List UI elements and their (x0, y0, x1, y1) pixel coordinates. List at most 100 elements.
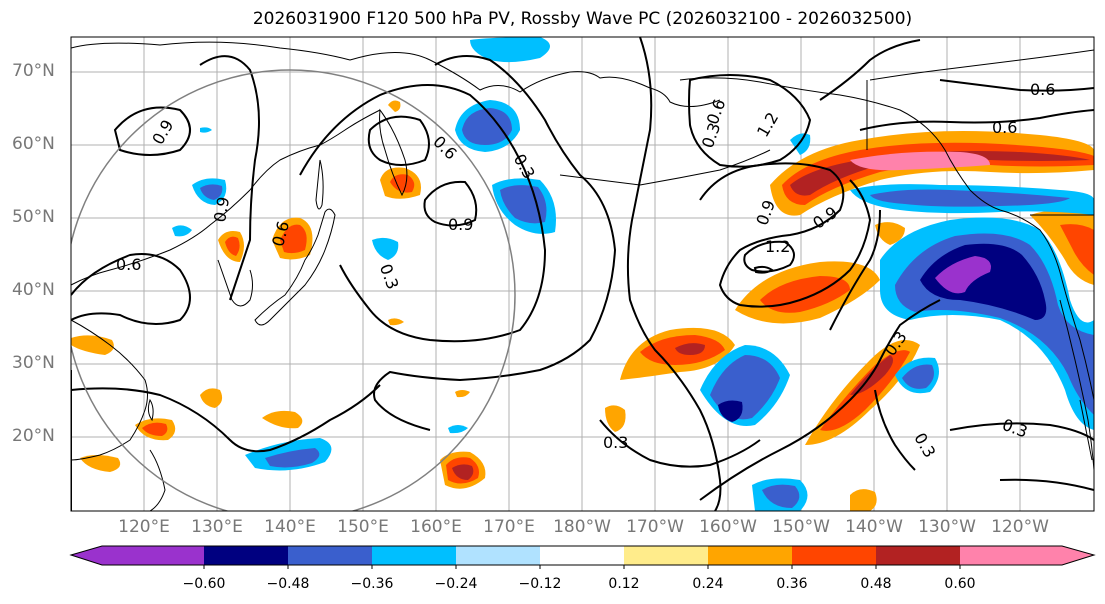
colorbar-swatch (540, 546, 624, 565)
contour-east-5 (874, 389, 916, 471)
shading-okhotsk-royal (200, 184, 223, 200)
longitude-label: 140°E (264, 517, 316, 537)
shading-south-orange-1 (262, 410, 303, 429)
colorbar-tick-label: −0.24 (434, 576, 478, 592)
colorbar-tick-label: −0.48 (266, 576, 310, 592)
shading-south-sky-2 (448, 425, 468, 434)
contour-east-9 (599, 419, 761, 468)
colorbar-tick-label: −0.36 (350, 576, 394, 592)
shading-ne-pacific-purple (935, 256, 991, 294)
map-panel (71, 37, 1094, 511)
latitude-label: 40°N (12, 280, 55, 300)
contour-east-3 (939, 79, 1094, 92)
colorbar-tick-label: 0.60 (944, 576, 976, 592)
latitude-label: 20°N (12, 426, 55, 446)
coastline-korea (217, 259, 253, 307)
coastline-sakhalin (315, 159, 324, 210)
map-frame (70, 36, 1095, 512)
shading-small-sky-1 (172, 225, 192, 237)
colorbar-swatch (792, 546, 876, 565)
contour-midpacific-2 (688, 74, 812, 168)
colorbar-min-extend (71, 546, 102, 565)
latitude-label: 30°N (12, 353, 55, 373)
longitude-label: 160°E (410, 517, 462, 537)
colorbar (69, 545, 1096, 569)
colorbar-swatch (876, 546, 960, 565)
shading-central-pacific-firebrick (675, 343, 705, 355)
coastline-philippines (149, 449, 166, 511)
contour-western-1 (71, 253, 191, 325)
contour-western-3 (199, 55, 260, 301)
shading-bering-royal (462, 108, 512, 145)
shading-bc-royal (870, 189, 1070, 207)
colorbar-swatch (288, 546, 372, 565)
contour-central-4 (373, 55, 617, 431)
shading-small-orange-8 (875, 222, 905, 245)
coastline-taiwan (147, 398, 154, 422)
longitude-label: 170°E (483, 517, 535, 537)
coastline-china-south (71, 319, 148, 461)
coastline-asia-east (71, 109, 381, 286)
contour-central-3 (423, 180, 478, 227)
coastline-aleutians (559, 149, 771, 186)
shading-alaska-pink (850, 151, 990, 171)
contour-east-8 (829, 209, 881, 331)
longitude-label: 120°E (118, 517, 170, 537)
shading-japan-sky (372, 237, 399, 260)
longitude-label: 130°W (918, 517, 976, 537)
shading-mid-navy (718, 400, 743, 422)
colorbar-max-extend (1062, 546, 1094, 565)
shading-south-red-3 (142, 422, 168, 436)
colorbar-tick-label: 0.48 (860, 576, 892, 592)
coastline-alaska (679, 77, 1094, 401)
contour-east-2 (859, 109, 1094, 131)
contour-east-7 (999, 478, 1094, 491)
contour-central-1 (299, 84, 547, 343)
shading-mid-royal-2 (902, 364, 934, 389)
shading-south-orange-4 (200, 388, 223, 408)
contour-label: 0.6 (1030, 80, 1055, 99)
latitude-label: 70°N (12, 61, 55, 81)
colorbar-tick-label: 0.12 (608, 576, 640, 592)
shading-south-royal-1 (265, 448, 320, 468)
colorbar-swatch (204, 546, 288, 565)
colorbar-tick-label: −0.60 (182, 576, 226, 592)
shading-ne-pacific-navy (920, 243, 1047, 320)
longitude-label: 150°W (772, 517, 830, 537)
shading-small-sky-4 (790, 133, 811, 155)
colorbar-tick-label: 0.24 (692, 576, 724, 592)
colorbar-tick-label: 0.36 (776, 576, 808, 592)
longitude-label: 150°E (337, 517, 389, 537)
shading-south-firebrick-5 (452, 464, 474, 480)
colorbar-swatch (960, 546, 1062, 565)
contour-label: 0.9 (210, 195, 233, 223)
colorbar-swatch (456, 546, 540, 565)
great-circle (71, 69, 516, 511)
contour-western-2 (113, 106, 191, 156)
contour-central-2 (367, 115, 430, 166)
contour-south (71, 384, 381, 453)
colorbar-swatch (372, 546, 456, 565)
shading-small-orange-10 (388, 318, 404, 326)
latitude-label: 60°N (12, 134, 55, 154)
colorbar-swatch (708, 546, 792, 565)
longitude-label: 130°E (191, 517, 243, 537)
longitude-label: 120°W (991, 517, 1049, 537)
latitude-label: 50°N (12, 207, 55, 227)
contour-midpacific-3 (699, 162, 872, 308)
pv-contours (71, 37, 1094, 511)
colorbar-outline (69, 545, 1096, 566)
shading-south-royal-3 (762, 484, 800, 508)
shading-korea-red (225, 236, 240, 256)
shading-japan-red (280, 224, 307, 254)
coastlines (71, 41, 1094, 511)
longitude-label: 180°W (553, 517, 611, 537)
shading-east-red (1060, 224, 1094, 275)
shading-kuril-red (390, 174, 415, 193)
contour-east-6 (949, 422, 1094, 441)
longitude-label: 170°W (626, 517, 684, 537)
contour-small-oval (753, 265, 774, 274)
contour-east-4 (699, 299, 941, 501)
contour-label: 0.9 (448, 215, 473, 234)
